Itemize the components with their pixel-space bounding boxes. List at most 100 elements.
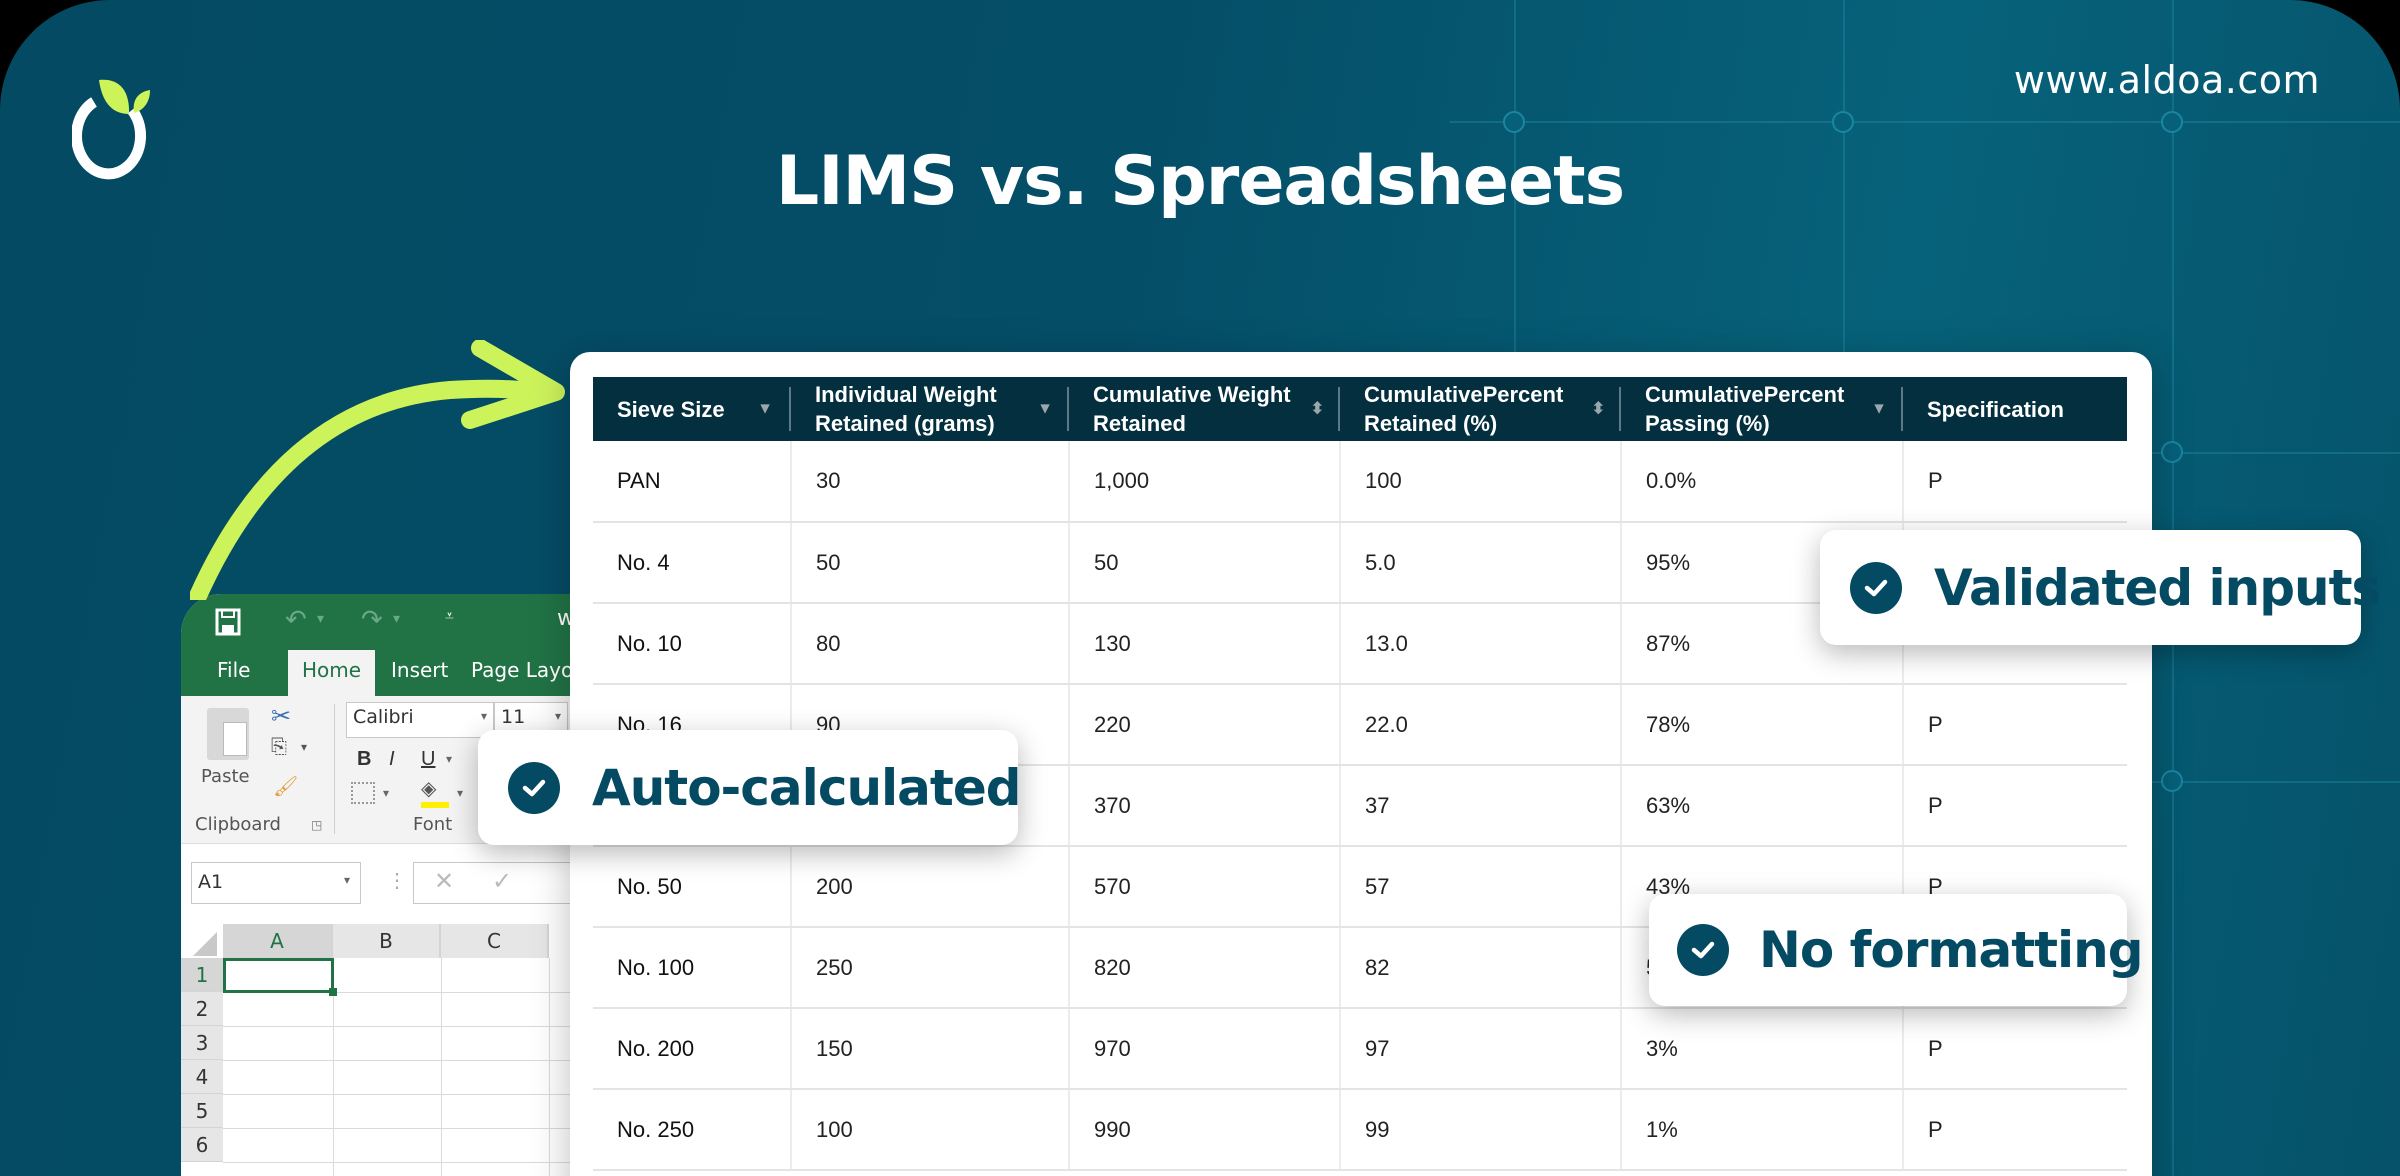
check-circle-icon [508, 761, 560, 814]
undo-icon[interactable]: ↶ [285, 604, 307, 634]
borders-dropdown-icon[interactable]: ▾ [383, 786, 390, 800]
formula-bar: A1 ▾ ⋮ ✕ ✓ [181, 844, 601, 924]
formula-input[interactable]: ✕ ✓ [413, 862, 601, 904]
fill-dropdown-icon[interactable]: ▾ [457, 786, 464, 800]
cell-cumulative-retained: 57 [1340, 846, 1622, 928]
cell-sieve-size: No. 250 [593, 1089, 792, 1171]
bg-grid-line [1450, 121, 2400, 123]
arrow-icon [190, 340, 565, 600]
table-row[interactable]: No. 4 50 50 5.0 95% [593, 522, 2127, 604]
paste-label[interactable]: Paste [201, 766, 250, 787]
underline-button[interactable]: U [421, 748, 436, 770]
bold-button[interactable]: B [357, 748, 372, 770]
cell-sieve-size: No. 100 [593, 927, 792, 1009]
save-icon[interactable] [215, 608, 241, 636]
cell-cumulative-weight: 820 [1069, 927, 1341, 1009]
excel-ribbon-tabs: File Home Insert Page Layou [181, 650, 601, 696]
cell-specification: P [1903, 1008, 2127, 1090]
spreadsheet-grid[interactable]: A B C 1 2 3 4 5 6 [181, 924, 601, 1176]
cell-sieve-size: PAN [593, 441, 792, 523]
page-title: LIMS vs. Spreadsheets [775, 142, 1625, 221]
bg-grid-dot [2161, 111, 2183, 133]
column-header-cumulative-percent-retained[interactable]: CumulativePercent Retained (%) ⬍ [1340, 377, 1621, 441]
excel-window: ↶ ▾ ↷ ▾ ⩡ w File Home Insert Page Layou … [181, 594, 601, 1176]
bg-grid-dot [1503, 111, 1525, 133]
site-url[interactable]: www.aldoa.com [2013, 58, 2320, 102]
table-row[interactable]: PAN 30 1,000 100 0.0% P [593, 441, 2127, 523]
tab-insert[interactable]: Insert [391, 658, 449, 682]
table-row[interactable]: No. 50 200 570 57 43% P [593, 846, 2127, 928]
callout-label: Auto-calculated [592, 758, 1022, 817]
cell-individual-weight[interactable]: 30 [791, 441, 1070, 523]
row-header-6[interactable]: 6 [181, 1128, 223, 1162]
cell-cumulative-passing: 1% [1621, 1089, 1904, 1171]
callout-label: No formatting [1759, 921, 2144, 979]
row-header-4[interactable]: 4 [181, 1060, 223, 1094]
cell-individual-weight[interactable]: 150 [791, 1008, 1070, 1090]
cell-cumulative-retained: 100 [1340, 441, 1622, 523]
cell-individual-weight[interactable]: 50 [791, 522, 1070, 604]
table-row[interactable]: No. 16 90 220 22.0 78% P [593, 684, 2127, 766]
font-name-select[interactable]: Calibri ▾ [346, 702, 494, 738]
cell-cumulative-retained: 37 [1340, 765, 1622, 847]
row-header-2[interactable]: 2 [181, 992, 223, 1026]
table-header-row: Sieve Size ▼ Individual Weight Retained (g… [593, 377, 2127, 441]
excel-title-bar: ↶ ▾ ↷ ▾ ⩡ w [181, 594, 601, 650]
italic-button[interactable]: I [389, 748, 395, 770]
cell-individual-weight[interactable]: 80 [791, 603, 1070, 685]
row-header-5[interactable]: 5 [181, 1094, 223, 1128]
table-row[interactable]: No. 200 150 970 97 3% P [593, 1008, 2127, 1090]
filter-icon[interactable]: ▼ [1871, 400, 1887, 418]
sort-icon[interactable]: ⬍ [1310, 400, 1324, 418]
row-header-3[interactable]: 3 [181, 1026, 223, 1060]
tab-file[interactable]: File [217, 658, 251, 682]
dialog-launcher-icon[interactable]: ◳ [311, 818, 323, 832]
table-row[interactable]: No. 10 80 130 13.0 87% [593, 603, 2127, 685]
filter-icon[interactable]: ▼ [757, 400, 773, 418]
cell-cumulative-weight: 970 [1069, 1008, 1341, 1090]
cell-individual-weight[interactable]: 250 [791, 927, 1070, 1009]
cell-cumulative-weight: 130 [1069, 603, 1341, 685]
cell-individual-weight[interactable]: 200 [791, 846, 1070, 928]
column-header-b[interactable]: B [333, 924, 441, 958]
cell-cumulative-weight: 220 [1069, 684, 1341, 766]
enter-icon: ✓ [492, 867, 513, 895]
sort-icon[interactable]: ⬍ [1591, 400, 1605, 418]
column-header-a[interactable]: A [223, 924, 333, 958]
fill-color-swatch [421, 802, 449, 808]
underline-dropdown-icon[interactable]: ▾ [446, 752, 453, 766]
cell-cumulative-passing: 63% [1621, 765, 1904, 847]
tab-page-layout[interactable]: Page Layou [471, 658, 586, 682]
column-header-cumulative-weight[interactable]: Cumulative Weight Retained ⬍ [1069, 377, 1340, 441]
copy-dropdown-icon[interactable]: ▾ [301, 740, 308, 754]
selected-cell-a1[interactable] [223, 958, 337, 996]
check-circle-icon [1850, 561, 1902, 614]
tab-home[interactable]: Home [288, 650, 376, 696]
format-painter-icon[interactable]: 🖌 [273, 776, 299, 798]
copy-icon[interactable]: ⎘ [271, 736, 287, 758]
row-header-1[interactable]: 1 [181, 958, 223, 992]
column-header-individual-weight[interactable]: Individual Weight Retained (grams) ▼ [791, 377, 1069, 441]
filter-icon[interactable]: ▼ [1037, 400, 1053, 418]
callout-validated-inputs: Validated inputs [1820, 530, 2381, 645]
redo-icon[interactable]: ↷ [361, 604, 383, 634]
cancel-icon: ✕ [434, 867, 455, 895]
bg-grid-dot [2161, 770, 2183, 792]
column-header-sieve-size[interactable]: Sieve Size ▼ [593, 377, 791, 441]
cell-individual-weight[interactable]: 100 [791, 1089, 1070, 1171]
customize-toolbar-icon[interactable]: ⩡ [445, 608, 455, 625]
undo-dropdown-icon[interactable]: ▾ [317, 610, 325, 626]
table-row[interactable]: No. 250 100 990 99 1% P [593, 1089, 2127, 1171]
borders-icon[interactable] [351, 782, 375, 804]
name-box[interactable]: A1 ▾ [191, 862, 361, 904]
cut-icon[interactable]: ✂ [271, 703, 292, 730]
column-header-specification[interactable]: Specification [1903, 377, 2127, 441]
cell-cumulative-weight: 370 [1069, 765, 1341, 847]
paste-icon[interactable] [207, 708, 249, 760]
column-header-c[interactable]: C [441, 924, 549, 958]
select-all-corner[interactable] [193, 932, 217, 956]
fill-color-icon[interactable]: ◈ [421, 778, 437, 800]
column-header-cumulative-percent-passing[interactable]: CumulativePercent Passing (%) ▼ [1621, 377, 1903, 441]
redo-dropdown-icon[interactable]: ▾ [393, 610, 401, 626]
cell-cumulative-weight: 50 [1069, 522, 1341, 604]
